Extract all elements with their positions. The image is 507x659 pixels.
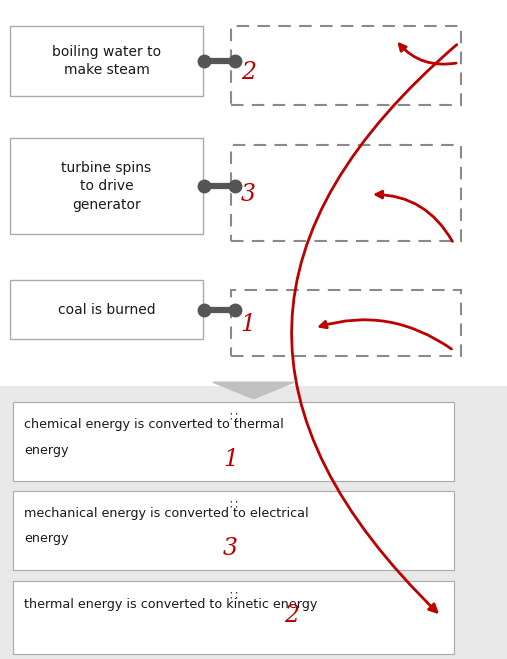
FancyBboxPatch shape [10,26,203,96]
Text: 1: 1 [241,314,256,336]
FancyBboxPatch shape [0,0,507,386]
FancyBboxPatch shape [13,402,454,481]
Text: 2: 2 [284,604,299,627]
Polygon shape [213,382,294,399]
FancyBboxPatch shape [13,581,454,654]
Text: chemical energy is converted to thermal: chemical energy is converted to thermal [24,418,283,432]
Text: 3: 3 [241,183,256,206]
Text: 3: 3 [223,537,238,560]
Text: boiling water to
make steam: boiling water to make steam [52,45,161,77]
Text: turbine spins
to drive
generator: turbine spins to drive generator [61,161,152,212]
Text: coal is burned: coal is burned [58,302,155,317]
FancyBboxPatch shape [13,491,454,570]
Text: ∷: ∷ [229,499,237,512]
Text: ∷: ∷ [229,590,237,603]
Text: energy: energy [24,532,68,546]
Text: 1: 1 [223,448,238,471]
FancyBboxPatch shape [10,280,203,339]
Text: energy: energy [24,444,68,457]
Text: thermal energy is converted to kinetic energy: thermal energy is converted to kinetic e… [24,598,317,611]
Text: mechanical energy is converted to electrical: mechanical energy is converted to electr… [24,507,308,521]
FancyBboxPatch shape [10,138,203,234]
Text: ∷: ∷ [229,410,237,423]
Text: 2: 2 [241,61,256,84]
